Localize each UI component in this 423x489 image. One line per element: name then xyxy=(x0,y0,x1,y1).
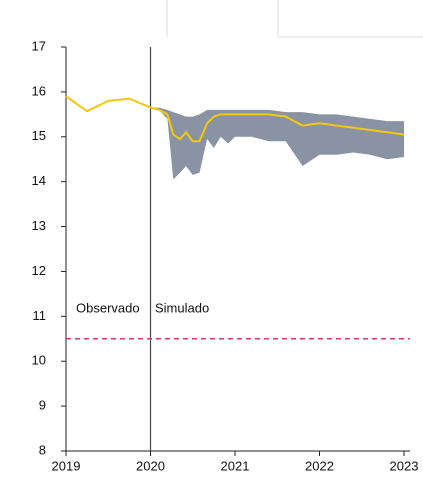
x-tick-label: 2023 xyxy=(390,458,419,473)
y-tick-label: 16 xyxy=(32,83,46,98)
annotation: Simulado xyxy=(155,300,209,315)
y-tick-label: 8 xyxy=(39,442,46,457)
x-tick-label: 2022 xyxy=(305,458,334,473)
x-tick-label: 2020 xyxy=(136,458,165,473)
y-tick-label: 11 xyxy=(33,308,47,323)
data-line xyxy=(65,95,151,113)
y-tick-label: 9 xyxy=(39,398,46,413)
x-tick-label: 2021 xyxy=(221,458,250,473)
annotation: Observado xyxy=(76,300,140,315)
x-tick-label: 2019 xyxy=(52,458,81,473)
y-tick-label: 13 xyxy=(32,218,46,233)
data-line xyxy=(150,106,405,143)
y-tick-label: 10 xyxy=(32,353,46,368)
y-tick-label: 12 xyxy=(32,263,46,278)
y-tick-label: 15 xyxy=(32,128,46,143)
y-tick-label: 14 xyxy=(32,173,46,188)
y-tick-label: 17 xyxy=(32,38,46,53)
